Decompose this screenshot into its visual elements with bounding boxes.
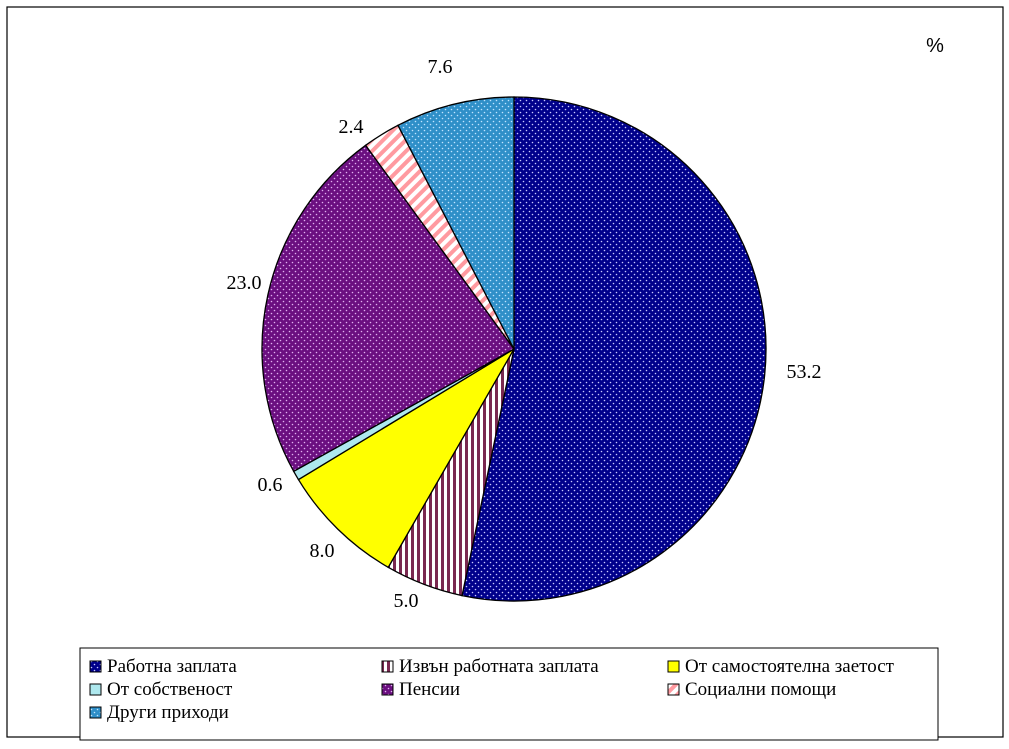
legend-label: Извън работната заплата [399, 656, 599, 677]
legend: Работна заплата Извън работната заплата От… [89, 656, 895, 723]
legend-item: Извън работната заплата [381, 656, 599, 677]
slice-value-label: 0.6 [258, 474, 283, 496]
legend-label: Работна заплата [107, 656, 237, 677]
legend-item: Други приходи [89, 702, 229, 723]
legend-label: От самостоятелна заетост [685, 656, 895, 677]
slice-value-label: 23.0 [227, 272, 262, 294]
legend-label: От собственост [107, 679, 233, 700]
legend-swatch [89, 706, 102, 719]
legend-item: Работна заплата [89, 656, 237, 677]
pie-slice [261, 144, 515, 473]
legend-item: От собственост [89, 679, 233, 700]
slice-value-label: 8.0 [310, 540, 335, 562]
pie-slice [297, 348, 515, 569]
legend-swatch [381, 683, 394, 696]
legend-box [79, 647, 939, 741]
legend-item: От самостоятелна заетост [667, 656, 895, 677]
slice-value-label: 7.6 [428, 56, 453, 78]
legend-swatch [381, 660, 394, 673]
legend-swatch [667, 660, 680, 673]
slice-value-label: 2.4 [339, 116, 364, 138]
pie-slices [261, 96, 767, 602]
slice-labels: 53.2 5.0 8.0 0.6 23.0 2.4 7.6 [227, 56, 822, 612]
unit-label: % [926, 35, 944, 57]
legend-label: Социални помощи [685, 679, 836, 700]
legend-label: Пенсии [399, 679, 460, 700]
legend-item: Пенсии [381, 679, 460, 700]
slice-value-label: 5.0 [394, 590, 419, 612]
legend-swatch [89, 683, 102, 696]
legend-swatch [667, 683, 680, 696]
legend-item: Социални помощи [667, 679, 836, 700]
pie-slice [461, 96, 767, 602]
pie-slice [397, 96, 515, 350]
legend-swatch [89, 660, 102, 673]
legend-label: Други приходи [107, 702, 229, 723]
slice-value-label: 53.2 [787, 361, 822, 383]
